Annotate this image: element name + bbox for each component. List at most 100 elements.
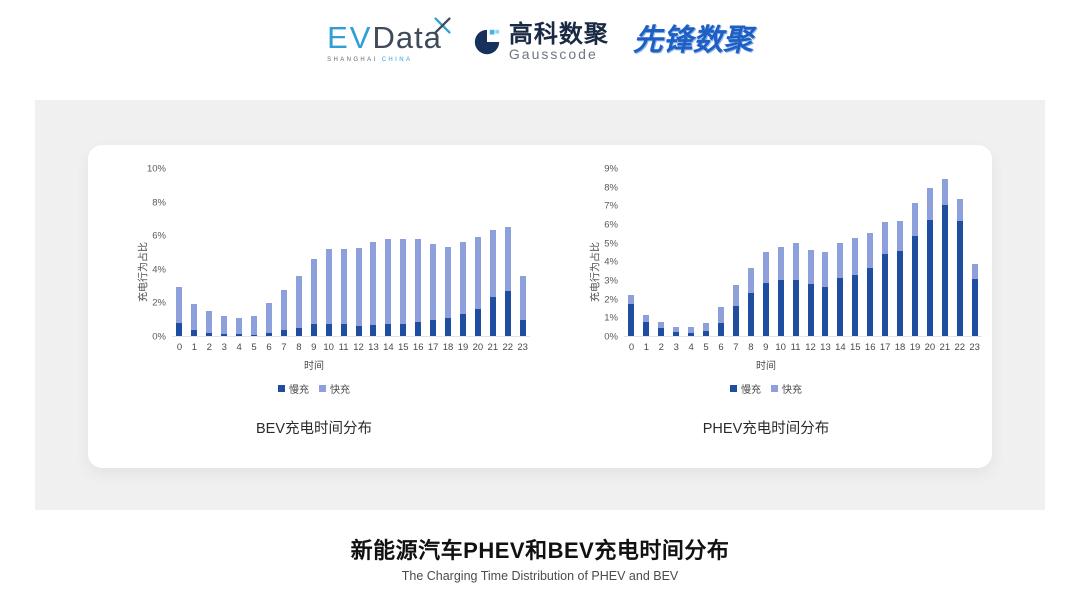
bar-segment-slow (325, 323, 332, 336)
bar-column[interactable] (714, 168, 729, 336)
bar-column[interactable] (217, 168, 232, 336)
chart-phev-caption: PHEV充电时间分布 (702, 421, 830, 437)
bar-column[interactable] (172, 168, 187, 336)
x-tick-label: 5 (251, 342, 257, 353)
bar-column[interactable] (247, 168, 262, 336)
bar-column[interactable] (470, 168, 485, 336)
x-tick-label: 2 (658, 342, 664, 353)
bar-column[interactable] (351, 168, 366, 336)
bar-column[interactable] (187, 168, 202, 336)
bar-segment-slow (911, 236, 918, 336)
x-tick-label: 15 (398, 342, 409, 353)
x-tick-label: 8 (748, 342, 754, 353)
bar-column[interactable] (848, 168, 863, 336)
chart-phev-y-ticks: 0% 1% 2% 3% 4% 5% 6% 7% 8% 9% (578, 164, 622, 343)
bar-column[interactable] (381, 168, 396, 336)
bar-column[interactable] (878, 168, 893, 336)
bar-segment-slow (658, 328, 665, 336)
chart-bev-legend: 慢充 快充 (88, 381, 540, 396)
x-tick-label: 13 (820, 342, 831, 353)
bar-column[interactable] (456, 168, 471, 336)
bar-segment-slow (822, 286, 829, 336)
bar-column[interactable] (515, 168, 530, 336)
bar-segment-fast (265, 303, 272, 334)
y-tick-label: 4% (604, 256, 618, 268)
bar-column[interactable] (818, 168, 833, 336)
x-tick-label: 23 (969, 342, 980, 353)
bar-segment-fast (430, 244, 437, 321)
bar-column[interactable] (291, 168, 306, 336)
charts-container: 充电行为占比 0% 2% 4% 6% 8% 10% 0 1 2 3 4 5 6 7 8 9 10 11 12 13 1… (88, 145, 992, 468)
bar-segment-fast (673, 327, 680, 333)
y-tick-label: 1% (604, 312, 618, 324)
x-tick-label: 9 (763, 342, 769, 353)
bar-column[interactable] (411, 168, 426, 336)
bar-column[interactable] (262, 168, 277, 336)
bar-column[interactable] (321, 168, 336, 336)
bar-column[interactable] (908, 168, 923, 336)
bar-column[interactable] (276, 168, 291, 336)
bar-column[interactable] (366, 168, 381, 336)
bar-column[interactable] (788, 168, 803, 336)
bar-segment-fast (236, 317, 243, 335)
y-tick-label: 4% (152, 264, 166, 276)
chart-bev-legend-slow-label: 慢充 (289, 385, 309, 396)
bar-column[interactable] (654, 168, 669, 336)
bar-column[interactable] (937, 168, 952, 336)
bar-segment-fast (822, 252, 829, 287)
bar-column[interactable] (426, 168, 441, 336)
bar-segment-fast (191, 304, 198, 331)
bar-column[interactable] (441, 168, 456, 336)
chart-bev-legend-slow: 慢充 (278, 381, 309, 396)
bar-column[interactable] (773, 168, 788, 336)
bar-column[interactable] (669, 168, 684, 336)
bar-column[interactable] (893, 168, 908, 336)
x-tick-label: 14 (835, 342, 846, 353)
bar-segment-slow (265, 333, 272, 336)
bar-segment-fast (459, 242, 466, 315)
bar-column[interactable] (396, 168, 411, 336)
x-tick-label: 15 (850, 342, 861, 353)
bar-segment-slow (504, 290, 511, 336)
bar-column[interactable] (684, 168, 699, 336)
bar-column[interactable] (743, 168, 758, 336)
bar-segment-fast (762, 252, 769, 284)
legend-swatch-fast-icon (771, 385, 778, 392)
bar-column[interactable] (306, 168, 321, 336)
bar-column[interactable] (728, 168, 743, 336)
bar-segment-slow (459, 314, 466, 336)
bar-column[interactable] (336, 168, 351, 336)
bar-column[interactable] (803, 168, 818, 336)
x-tick-label: 21 (487, 342, 499, 353)
bar-segment-fast (295, 275, 302, 328)
chart-bev: 充电行为占比 0% 2% 4% 6% 8% 10% 0 1 2 3 4 5 6 7 8 9 10 11 12 13 1… (88, 145, 540, 468)
x-tick-label: 18 (894, 342, 906, 353)
bar-segment-slow (519, 320, 526, 336)
bar-column[interactable] (967, 168, 982, 336)
bar-column[interactable] (833, 168, 848, 336)
bar-segment-fast (643, 314, 650, 322)
bar-column[interactable] (624, 168, 639, 336)
logo-evdata-wordmark: EV Data (327, 22, 442, 53)
bar-segment-slow (280, 330, 287, 336)
bar-column[interactable] (485, 168, 500, 336)
bar-column[interactable] (863, 168, 878, 336)
chart-bev-plot (172, 169, 530, 337)
bar-segment-slow (236, 334, 243, 336)
bar-column[interactable] (758, 168, 773, 336)
bar-column[interactable] (232, 168, 247, 336)
chart-bev-legend-fast-label: 快充 (330, 385, 350, 396)
bar-column[interactable] (952, 168, 967, 336)
bar-column[interactable] (500, 168, 515, 336)
bar-column[interactable] (639, 168, 654, 336)
bar-column[interactable] (202, 168, 217, 336)
bar-column[interactable] (922, 168, 937, 336)
x-tick-label: 1 (191, 342, 198, 353)
bar-segment-fast (747, 267, 754, 294)
y-tick-label: 10% (146, 163, 166, 175)
page-subtitle: The Charging Time Distribution of PHEV a… (401, 569, 679, 583)
chart-bev-x-ticks: 0 1 2 3 4 5 6 7 8 9 10 11 12 13 14 15 16 17 18 19 20 21 22 23 (172, 341, 530, 355)
bar-column[interactable] (699, 168, 714, 336)
bar-segment-slow (474, 309, 481, 336)
